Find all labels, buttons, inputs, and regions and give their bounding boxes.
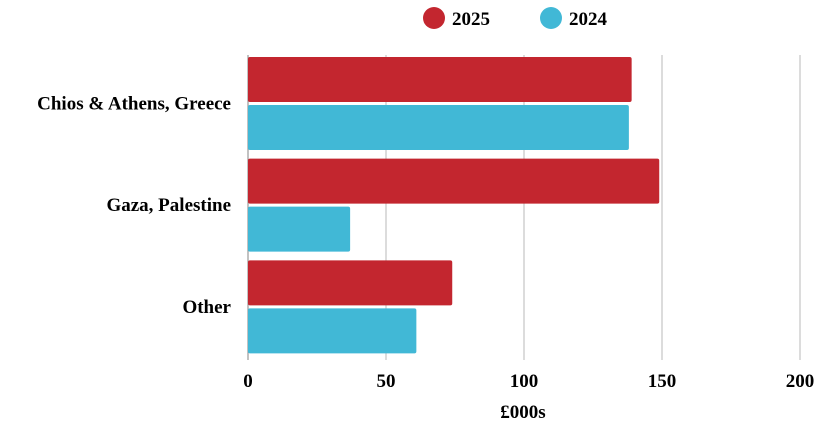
bar-2025-1	[248, 158, 660, 204]
x-axis-label: £000s	[500, 402, 545, 423]
legend-label: 2024	[569, 9, 608, 30]
x-tick-label: 100	[510, 371, 539, 392]
x-tick-label: 50	[377, 371, 396, 392]
bars	[248, 57, 660, 354]
category-labels: Chios & Athens, Greece Gaza, Palestine Oth…	[37, 94, 231, 318]
bar-2024-2	[248, 308, 417, 354]
bar-2024-0	[248, 105, 629, 150]
x-tick-label: 200	[786, 371, 815, 392]
legend-label: 2025	[452, 9, 490, 30]
x-tick-label: 150	[648, 371, 677, 392]
bar-2024-1	[248, 206, 351, 252]
bar-2025-2	[248, 260, 453, 306]
category-label: Gaza, Palestine	[106, 195, 231, 216]
bar-2025-0	[248, 57, 632, 102]
x-tick-labels: 0 50 100 150 200	[243, 371, 814, 392]
category-label: Chios & Athens, Greece	[37, 94, 231, 115]
category-label: Other	[182, 297, 231, 318]
x-tick-label: 0	[243, 371, 253, 392]
legend-swatch-2025	[423, 7, 445, 29]
legend: 2025 2024	[423, 7, 608, 30]
legend-swatch-2024	[540, 7, 562, 29]
